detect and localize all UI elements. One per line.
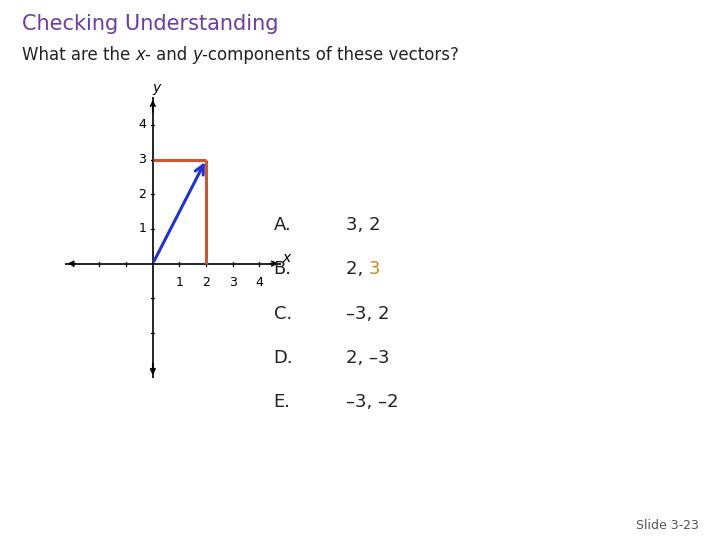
- Text: –3, –2: –3, –2: [346, 393, 398, 411]
- Text: E.: E.: [274, 393, 291, 411]
- Text: x: x: [135, 46, 145, 64]
- Text: –3, 2: –3, 2: [346, 305, 389, 322]
- Text: 4: 4: [256, 276, 264, 289]
- Text: 2: 2: [138, 188, 146, 201]
- Text: Checking Understanding: Checking Understanding: [22, 14, 278, 33]
- Text: -components of these vectors?: -components of these vectors?: [202, 46, 459, 64]
- Text: 3: 3: [138, 153, 146, 166]
- Text: B.: B.: [274, 260, 292, 278]
- Text: 2, –3: 2, –3: [346, 349, 389, 367]
- Text: 2,: 2,: [346, 260, 369, 278]
- Text: What are the: What are the: [22, 46, 135, 64]
- Text: C.: C.: [274, 305, 292, 322]
- Text: 2: 2: [202, 276, 210, 289]
- Text: D.: D.: [274, 349, 293, 367]
- Text: y: y: [192, 46, 202, 64]
- Text: 3, 2: 3, 2: [346, 216, 380, 234]
- Text: A.: A.: [274, 216, 292, 234]
- Text: 4: 4: [138, 118, 146, 131]
- Text: - and: - and: [145, 46, 192, 64]
- Text: 1: 1: [176, 276, 184, 289]
- Text: 3: 3: [369, 260, 380, 278]
- Text: y: y: [152, 82, 160, 96]
- Text: 3: 3: [229, 276, 237, 289]
- Text: 1: 1: [138, 222, 146, 235]
- Text: x: x: [282, 252, 290, 265]
- Text: Slide 3-23: Slide 3-23: [636, 519, 698, 532]
